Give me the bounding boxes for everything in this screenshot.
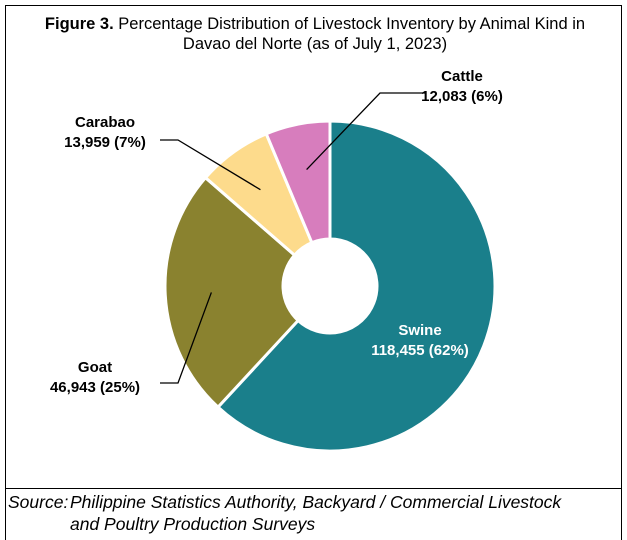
title-label: Figure 3. (44, 15, 114, 33)
category-label: Goat (78, 359, 112, 376)
category-label: Swine (398, 322, 441, 339)
source-text: Philippine Statistics Authority, Backyar… (70, 492, 562, 534)
value-label: 46,943 (25%) (50, 379, 140, 396)
chart-title: Figure 3. Percentage Distribution of Liv… (30, 14, 600, 54)
category-label: Cattle (441, 68, 483, 85)
title-text: Percentage Distribution of Livestock Inv… (118, 15, 586, 53)
leader-line (160, 139, 261, 191)
slice (215, 119, 497, 453)
value-label: 118,455 (62%) (371, 342, 469, 359)
leader-line (160, 292, 212, 384)
chart-frame (5, 5, 622, 489)
slice (264, 119, 332, 245)
slice (163, 175, 301, 410)
value-label: 12,083 (6%) (421, 88, 503, 105)
source: Source: Philippine Statistics Authority, … (8, 491, 568, 535)
chart: Swine 118,455 (62%) Goat 46,943 (25%) Caraba… (50, 68, 503, 453)
value-label: 13,959 (7%) (64, 134, 146, 151)
source-frame (5, 488, 622, 540)
category-label: Carabao (75, 114, 135, 131)
source-label: Source: (8, 492, 69, 512)
leader-line (306, 92, 425, 170)
